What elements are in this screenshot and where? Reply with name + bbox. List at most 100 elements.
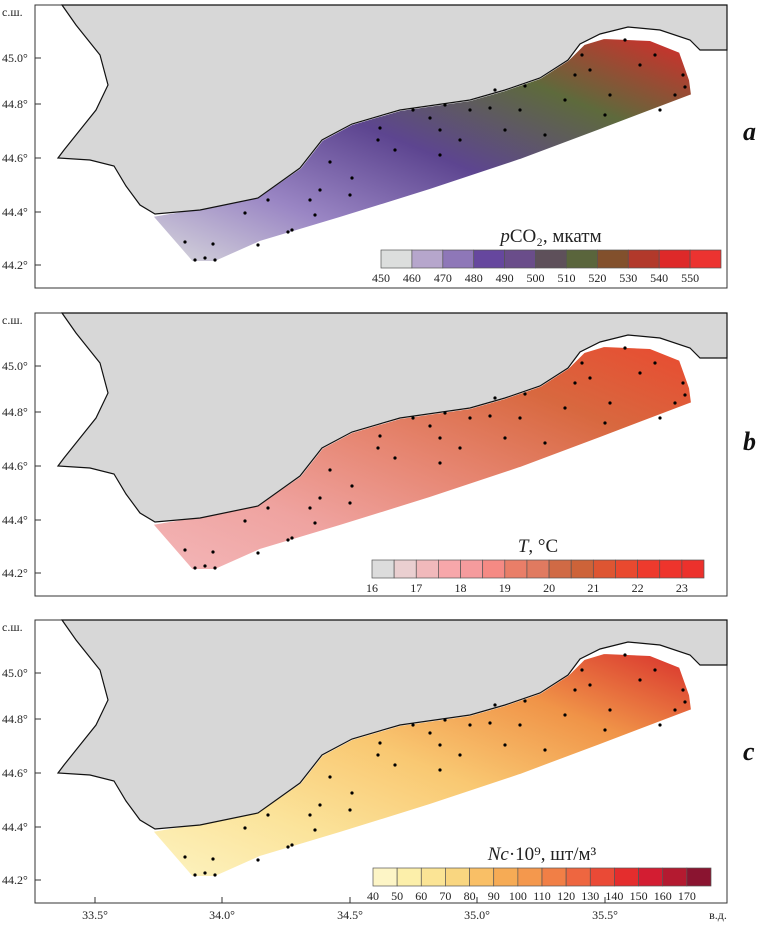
lat-tick-label: 45.0°	[2, 51, 28, 65]
map-panel-a: с.ш. 45.0° 44.8° 44.6° 44.4° 44.2° a pCO₂, мкат…	[2, 4, 756, 289]
legend-swatch	[420, 867, 446, 887]
station-point	[518, 416, 522, 420]
station-point	[683, 700, 687, 704]
station-point	[376, 138, 380, 142]
station-point	[376, 446, 380, 450]
station-point	[243, 211, 247, 215]
lat-unit-label: с.ш.	[2, 5, 23, 19]
legend-title: T, °C	[518, 536, 558, 557]
station-point	[376, 753, 380, 757]
station-point	[290, 843, 294, 847]
station-point	[348, 501, 352, 505]
legend-swatch	[638, 867, 664, 887]
station-point	[266, 198, 270, 202]
panel-letter: c	[743, 737, 755, 766]
legend-tick-label: 510	[557, 271, 575, 285]
station-point	[266, 813, 270, 817]
station-point	[203, 564, 207, 568]
station-point	[438, 768, 442, 772]
station-point	[328, 775, 332, 779]
station-point	[193, 566, 197, 570]
lat-tick-label: 44.6°	[2, 766, 28, 780]
panel-letter: a	[743, 117, 756, 146]
legend-tick-label: 100	[509, 889, 527, 903]
station-point	[673, 401, 677, 405]
legend-swatch	[658, 249, 691, 269]
station-point	[673, 93, 677, 97]
station-point	[318, 188, 322, 192]
station-point	[193, 873, 197, 877]
legend-title: pCO₂, мкатм	[498, 226, 601, 247]
legend-swatch	[597, 249, 629, 269]
station-point	[378, 741, 382, 745]
legend-tick-label: 50	[391, 889, 403, 903]
legend-title-text: CO₂, мкатм	[510, 226, 602, 247]
station-point	[393, 763, 397, 767]
station-point	[443, 718, 447, 722]
legend-tick-label: 17	[410, 581, 422, 595]
lat-tick-label: 44.2°	[2, 258, 28, 272]
station-point	[411, 723, 415, 727]
station-point	[623, 346, 627, 350]
legend-swatch	[460, 559, 484, 579]
legend-tick-label: 16	[366, 581, 378, 595]
station-point	[438, 436, 442, 440]
station-point	[256, 858, 260, 862]
legend-tick-label: 160	[654, 889, 672, 903]
station-point	[493, 396, 497, 400]
lat-unit-label: с.ш.	[2, 313, 23, 327]
lon-tick-label: 34.5°	[337, 908, 363, 922]
station-point	[211, 857, 215, 861]
legend-swatch	[473, 249, 505, 269]
station-point	[623, 653, 627, 657]
station-point	[318, 803, 322, 807]
legend-tick-label: 19	[499, 581, 511, 595]
station-point	[503, 743, 507, 747]
legend-swatch	[445, 867, 470, 887]
legend-swatch	[566, 249, 598, 269]
lat-unit-label: с.ш.	[2, 620, 23, 634]
station-point	[313, 521, 317, 525]
station-point	[493, 703, 497, 707]
legend-tick-label: 20	[543, 581, 555, 595]
station-point	[653, 53, 657, 57]
station-point	[350, 791, 354, 795]
station-point	[488, 721, 492, 725]
station-point	[683, 393, 687, 397]
legend-title-text: , °C	[528, 536, 558, 557]
station-point	[573, 381, 577, 385]
station-point	[580, 361, 584, 365]
station-point	[328, 468, 332, 472]
station-point	[523, 84, 527, 88]
station-point	[493, 88, 497, 92]
station-point	[308, 198, 312, 202]
legend-swatch	[535, 249, 567, 269]
station-point	[488, 414, 492, 418]
station-point	[378, 434, 382, 438]
station-point	[438, 128, 442, 132]
station-point	[658, 416, 662, 420]
station-point	[653, 668, 657, 672]
legend-tick-label: 470	[434, 271, 452, 285]
legend-swatch	[548, 559, 572, 579]
legend-tick-label: 70	[439, 889, 451, 903]
legend-swatch	[442, 249, 475, 269]
legend-tick-label: 460	[403, 271, 421, 285]
lat-tick-label: 44.8°	[2, 405, 28, 419]
station-point	[458, 753, 462, 757]
station-point	[290, 536, 294, 540]
legend-swatch	[396, 867, 422, 887]
station-point	[563, 98, 567, 102]
station-point	[313, 213, 317, 217]
station-point	[428, 116, 432, 120]
station-point	[458, 138, 462, 142]
lon-tick-label: 33.5°	[82, 908, 108, 922]
station-point	[588, 683, 592, 687]
station-point	[350, 176, 354, 180]
legend-swatch	[570, 559, 594, 579]
station-point	[256, 551, 260, 555]
station-point	[468, 416, 472, 420]
station-point	[286, 845, 290, 849]
legend-title-italic: T	[518, 536, 530, 557]
legend-swatch	[592, 559, 616, 579]
